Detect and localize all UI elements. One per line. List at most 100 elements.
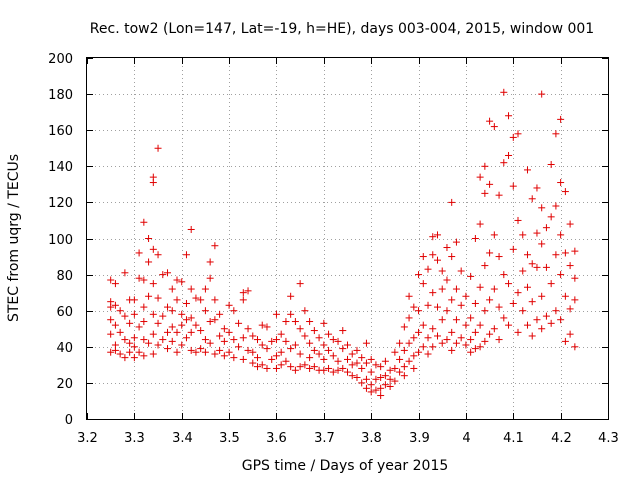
data-point [410,364,418,372]
data-point [557,115,565,123]
data-point [400,323,408,331]
data-point [443,336,451,344]
y-tick-label: 60 [56,305,73,320]
data-point [182,316,190,324]
data-point [135,249,143,257]
data-point [348,350,356,358]
data-point [528,332,536,340]
data-point [211,242,219,250]
data-point [107,316,115,324]
data-point [282,318,290,326]
data-point [514,216,522,224]
data-point [566,220,574,228]
data-point [519,231,527,239]
data-point [405,357,413,365]
data-point [130,296,138,304]
data-point [348,372,356,380]
data-point [130,343,138,351]
data-point [277,361,285,369]
data-point [381,372,389,380]
data-point [159,271,167,279]
data-point [320,366,328,374]
data-point [187,285,195,293]
data-point [334,366,342,374]
data-point [362,384,370,392]
data-point [381,357,389,365]
data-point [211,350,219,358]
data-point [121,269,129,277]
axes: 3.2 3.3 3.4 3.5 3.6 3.7 3.8 3.9 4 4.1 4.2 4.3 0 20 40 6… [48,52,619,446]
data-point [216,332,224,340]
data-point [145,292,153,300]
x-axis-title: GPS time / Days of year 2015 [242,458,449,474]
data-point [239,334,247,342]
data-point [396,368,404,376]
data-point [514,328,522,336]
data-point [225,348,233,356]
data-point [557,316,565,324]
data-point [320,355,328,363]
data-point [396,339,404,347]
data-point [121,354,129,362]
data-point [372,375,380,383]
data-point [168,285,176,293]
data-point [325,364,333,372]
data-point [538,90,546,98]
data-point [490,285,498,293]
data-point [481,189,489,197]
data-point [486,180,494,188]
data-point [481,337,489,345]
data-point [358,379,366,387]
y-axis-title: STEC from uqrg / TECUs [6,154,22,322]
data-point [320,319,328,327]
data-point [301,361,309,369]
data-point [533,184,541,192]
data-points [107,88,579,400]
data-point [457,334,465,342]
data-point [140,276,148,284]
data-point [415,348,423,356]
data-point [429,325,437,333]
data-point [310,327,318,335]
data-point [182,299,190,307]
data-point [329,368,337,376]
data-point [344,341,351,349]
x-tick-label: 3.4 [172,431,193,446]
y-tick-label: 180 [48,88,73,103]
plot-frame [86,57,609,420]
data-point [523,166,531,174]
data-point [443,307,451,315]
data-point [239,355,247,363]
data-point [111,280,119,288]
data-point [471,299,479,307]
data-point [476,283,484,291]
data-point [486,330,494,338]
data-point [291,318,299,326]
data-point [391,348,399,356]
data-point [206,274,214,282]
data-point [201,307,209,315]
data-point [239,289,247,297]
data-point [372,361,380,369]
data-point [386,375,394,383]
data-point [310,363,318,371]
data-point [505,112,513,120]
data-point [533,316,541,324]
data-point [230,307,238,315]
data-point [206,339,214,347]
data-point [433,303,441,311]
data-point [362,359,370,367]
data-point [116,307,124,315]
data-point [542,224,550,232]
data-point [561,337,569,345]
data-point [339,327,347,335]
data-point [291,366,299,374]
data-point [571,296,579,304]
data-point [182,251,190,259]
x-tick-label: 3.7 [314,431,335,446]
data-point [438,267,446,275]
data-point [145,258,153,266]
data-point [396,355,404,363]
y-tick-label: 200 [48,52,73,67]
